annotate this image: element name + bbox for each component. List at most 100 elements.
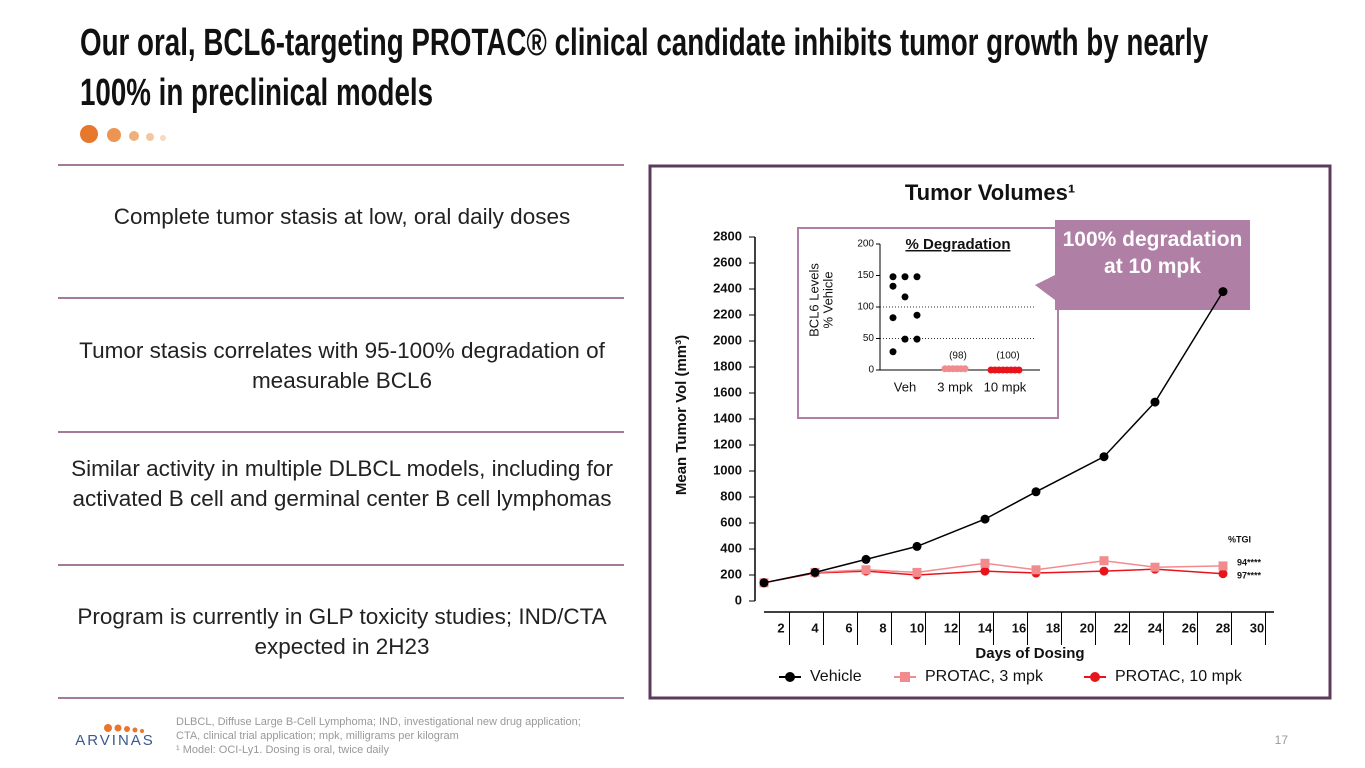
marker: [1150, 397, 1160, 407]
y-tick-label: 1800: [713, 358, 742, 373]
callout-box: [1035, 220, 1250, 310]
annotation: 94****: [1237, 557, 1262, 567]
annotation: %TGI: [1228, 534, 1251, 544]
y-tick-label: 150: [857, 270, 874, 281]
y-tick-label: 200: [720, 566, 742, 581]
page-number: 17: [1275, 733, 1289, 747]
x-tick-label: 22: [1114, 620, 1128, 635]
y-tick-label: 2600: [713, 254, 742, 269]
x-tick-label: 20: [1080, 620, 1094, 635]
marker: [1099, 556, 1109, 566]
marker: [1150, 562, 1160, 572]
marker: [912, 567, 922, 577]
x-tick-label: 30: [1250, 620, 1264, 635]
y-tick-label: 2000: [713, 332, 742, 347]
x-tick-label: Veh: [894, 379, 916, 394]
deco-dot: [146, 133, 154, 141]
x-tick-label: 16: [1012, 620, 1026, 635]
point: [913, 311, 921, 319]
inset-y-label: BCL6 Levels: [806, 263, 821, 337]
deco-dot: [107, 128, 121, 142]
annotation: (100): [996, 351, 1019, 362]
marker: [861, 554, 871, 564]
x-tick-label: 4: [811, 620, 819, 635]
title: Our oral, BCL6-targeting PROTAC® clinica…: [80, 22, 1209, 114]
inset-frame: [797, 227, 1059, 419]
logo-dots: [104, 724, 144, 733]
marker: [1031, 565, 1041, 575]
footnote: DLBCL, Diffuse Large B-Cell Lymphoma; IN…: [176, 716, 581, 742]
y-axis-label: Mean Tumor Vol (mm³): [673, 335, 690, 495]
x-tick-label: 28: [1216, 620, 1230, 635]
chart-frame: [648, 164, 1332, 700]
point: [913, 273, 921, 281]
point: [889, 273, 897, 281]
y-tick-label: 0: [735, 592, 742, 607]
x-tick-label: 18: [1046, 620, 1060, 635]
y-tick-label: 1200: [713, 436, 742, 451]
y-tick-label: 0: [868, 365, 874, 376]
marker: [912, 541, 922, 551]
point: [901, 273, 909, 281]
legend-label: PROTAC, 10 mpk: [1115, 668, 1243, 685]
bullet: Complete tumor stasis at low, oral daily…: [113, 204, 571, 229]
inset-y-label: % Vehicle: [820, 271, 835, 328]
y-tick-label: 1400: [713, 410, 742, 425]
marker: [980, 514, 990, 524]
point: [889, 314, 897, 322]
y-tick-label: 2400: [713, 280, 742, 295]
marker: [1099, 452, 1109, 462]
marker: [759, 578, 769, 588]
annotation: 97****: [1237, 570, 1262, 580]
y-tick-label: 100: [857, 302, 874, 313]
y-tick-label: 50: [863, 333, 875, 344]
x-tick-label: 24: [1148, 620, 1163, 635]
marker: [861, 565, 871, 575]
x-tick-label: 10 mpk: [984, 379, 1027, 394]
marker: [1218, 287, 1228, 297]
x-tick-label: 12: [944, 620, 958, 635]
deco-dot: [129, 131, 139, 141]
chart-title: Tumor Volumes¹: [905, 180, 1075, 205]
marker: [1218, 561, 1228, 571]
deco-dot: [160, 135, 166, 141]
legend-label: Vehicle: [810, 668, 862, 685]
legend-label: PROTAC, 3 mpk: [925, 668, 1044, 685]
x-tick-label: 2: [777, 620, 784, 635]
footnotes: DLBCL, Diffuse Large B-Cell Lymphoma; IN…: [176, 715, 586, 757]
bullet: Program is currently in GLP toxicity stu…: [77, 604, 607, 659]
marker: [1099, 566, 1109, 576]
marker: [1218, 569, 1228, 579]
y-tick-label: 1600: [713, 384, 742, 399]
x-tick-label: 3 mpk: [937, 379, 973, 394]
point: [901, 293, 909, 301]
footnote: ¹ Model: OCI-Ly1. Dosing is oral, twice …: [176, 744, 389, 756]
point: [901, 335, 909, 343]
marker: [810, 567, 820, 577]
point: [889, 282, 897, 290]
marker: [980, 566, 990, 576]
marker: [785, 672, 795, 682]
callout: 100% degradation at 10 mpk: [1062, 228, 1243, 278]
x-tick-label: 26: [1182, 620, 1196, 635]
x-tick-label: 10: [910, 620, 924, 635]
x-tick-label: 6: [845, 620, 852, 635]
marker: [980, 558, 990, 568]
point: [913, 335, 921, 343]
marker: [1090, 672, 1100, 682]
logo: ARVINAS: [75, 732, 155, 749]
dividers: [58, 164, 624, 699]
y-tick-label: 400: [720, 540, 742, 555]
y-tick-label: 1000: [713, 462, 742, 477]
y-tick-label: 600: [720, 514, 742, 529]
y-tick-label: 2800: [713, 228, 742, 243]
y-tick-label: 2200: [713, 306, 742, 321]
point: [1015, 366, 1023, 374]
x-axis-label: Days of Dosing: [975, 645, 1084, 662]
annotation: (98): [949, 351, 967, 362]
bullet: Similar activity in multiple DLBCL model…: [71, 456, 613, 511]
deco-dot: [80, 125, 98, 143]
x-tick-label: 8: [879, 620, 886, 635]
